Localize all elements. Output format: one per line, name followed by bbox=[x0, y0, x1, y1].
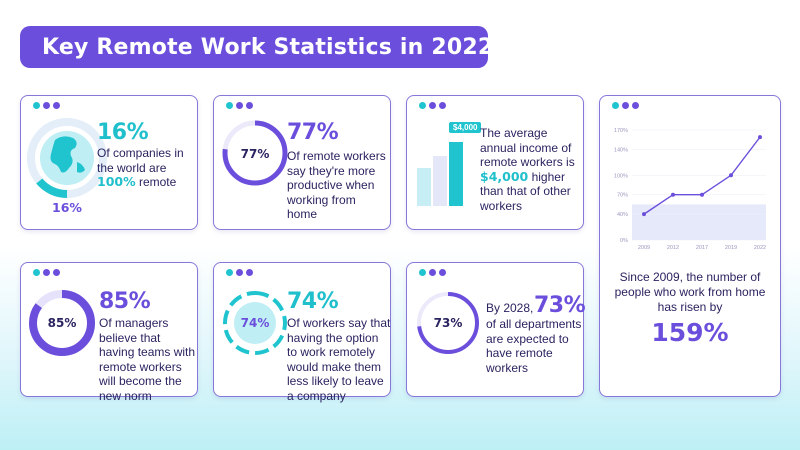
ring-label: 85% bbox=[47, 316, 77, 330]
stat-card-productivity: 77% 77% Of remote workers say they're mo… bbox=[213, 95, 391, 230]
window-dots bbox=[33, 102, 60, 109]
data-point bbox=[758, 135, 762, 140]
y-tick-label: 100% bbox=[614, 173, 628, 179]
stat-card-departments: 73% By 2028, 73% of all departments are … bbox=[406, 262, 586, 397]
growth-value: 159% bbox=[651, 318, 729, 347]
ring-label: 77% bbox=[240, 147, 270, 161]
data-point bbox=[729, 173, 733, 178]
x-tick-label: 2019 bbox=[725, 245, 737, 251]
stat-prefix: By 2028, bbox=[486, 301, 534, 315]
chart-caption: Since 2009, the number of people who wor… bbox=[614, 270, 766, 314]
window-dots bbox=[33, 269, 60, 276]
x-tick-label: 2012 bbox=[667, 245, 679, 251]
x-tick-label: 2022 bbox=[754, 245, 766, 251]
window-dots bbox=[226, 269, 253, 276]
y-tick-label: 0% bbox=[620, 238, 628, 244]
ring-label: 74% bbox=[240, 316, 270, 330]
chart-card: 0% 40% 70% 100% 140% 170% 2009 2012 2017 2019 2022… bbox=[599, 95, 781, 397]
title-banner: Key Remote Work Statistics in 2022 bbox=[20, 26, 493, 68]
x-tick-label: 2009 bbox=[638, 245, 650, 251]
stat-description: Of managers believe that having teams wi… bbox=[99, 316, 196, 403]
progress-ring-icon bbox=[223, 291, 287, 355]
y-tick-label: 70% bbox=[617, 193, 628, 199]
ring-label: 73% bbox=[433, 316, 463, 330]
progress-ring-icon bbox=[222, 120, 288, 186]
ring-label: 16% bbox=[52, 200, 82, 215]
stat-card-managers: 85% 85% Of managers believe that having … bbox=[20, 262, 198, 403]
window-dots bbox=[419, 102, 446, 109]
stat-value: 85% bbox=[99, 289, 151, 314]
stat-description: The average annual income of remote work… bbox=[480, 126, 575, 213]
stat-card-companies-remote: 16% 16% Of companies in the world are 10… bbox=[20, 95, 198, 230]
progress-ring-icon bbox=[29, 290, 95, 356]
y-tick-label: 40% bbox=[617, 212, 628, 218]
stat-description: Of remote workers say they're more produ… bbox=[287, 149, 386, 221]
window-dots bbox=[226, 102, 253, 109]
growth-line-chart: 0% 40% 70% 100% 140% 170% 2009 2012 2017 2019 2022 bbox=[614, 128, 766, 251]
highlight-value: 100% bbox=[97, 174, 136, 189]
stat-value: 73% bbox=[534, 293, 586, 318]
data-point bbox=[642, 212, 646, 217]
window-dots bbox=[419, 269, 446, 276]
stat-value: 74% bbox=[287, 289, 339, 314]
data-point bbox=[700, 192, 704, 197]
stat-card-retention: 74% 74% Of workers say that having the o… bbox=[213, 262, 391, 403]
y-tick-label: 140% bbox=[614, 147, 628, 153]
stat-description: Of companies in the world are 100% remot… bbox=[97, 146, 184, 189]
y-tick-label: 170% bbox=[614, 128, 628, 134]
page-title: Key Remote Work Statistics in 2022 bbox=[42, 34, 494, 60]
stat-card-income: $4,000 The average annual income of remo… bbox=[406, 95, 584, 230]
data-point bbox=[671, 192, 675, 197]
series-line bbox=[643, 136, 761, 215]
x-tick-label: 2017 bbox=[696, 245, 708, 251]
bar-chart-icon bbox=[417, 142, 463, 206]
income-badge: $4,000 bbox=[449, 122, 482, 133]
stat-description: of all departments are expected to have … bbox=[486, 317, 582, 375]
stat-description: Of workers say that having the option to… bbox=[287, 316, 391, 403]
globe-icon bbox=[27, 118, 107, 198]
highlight-value: $4,000 bbox=[480, 168, 529, 184]
chart-band bbox=[632, 204, 766, 240]
stat-value: 16% bbox=[97, 120, 149, 145]
stat-value: 77% bbox=[287, 120, 339, 145]
window-dots bbox=[612, 102, 639, 109]
progress-ring-icon bbox=[417, 292, 479, 354]
